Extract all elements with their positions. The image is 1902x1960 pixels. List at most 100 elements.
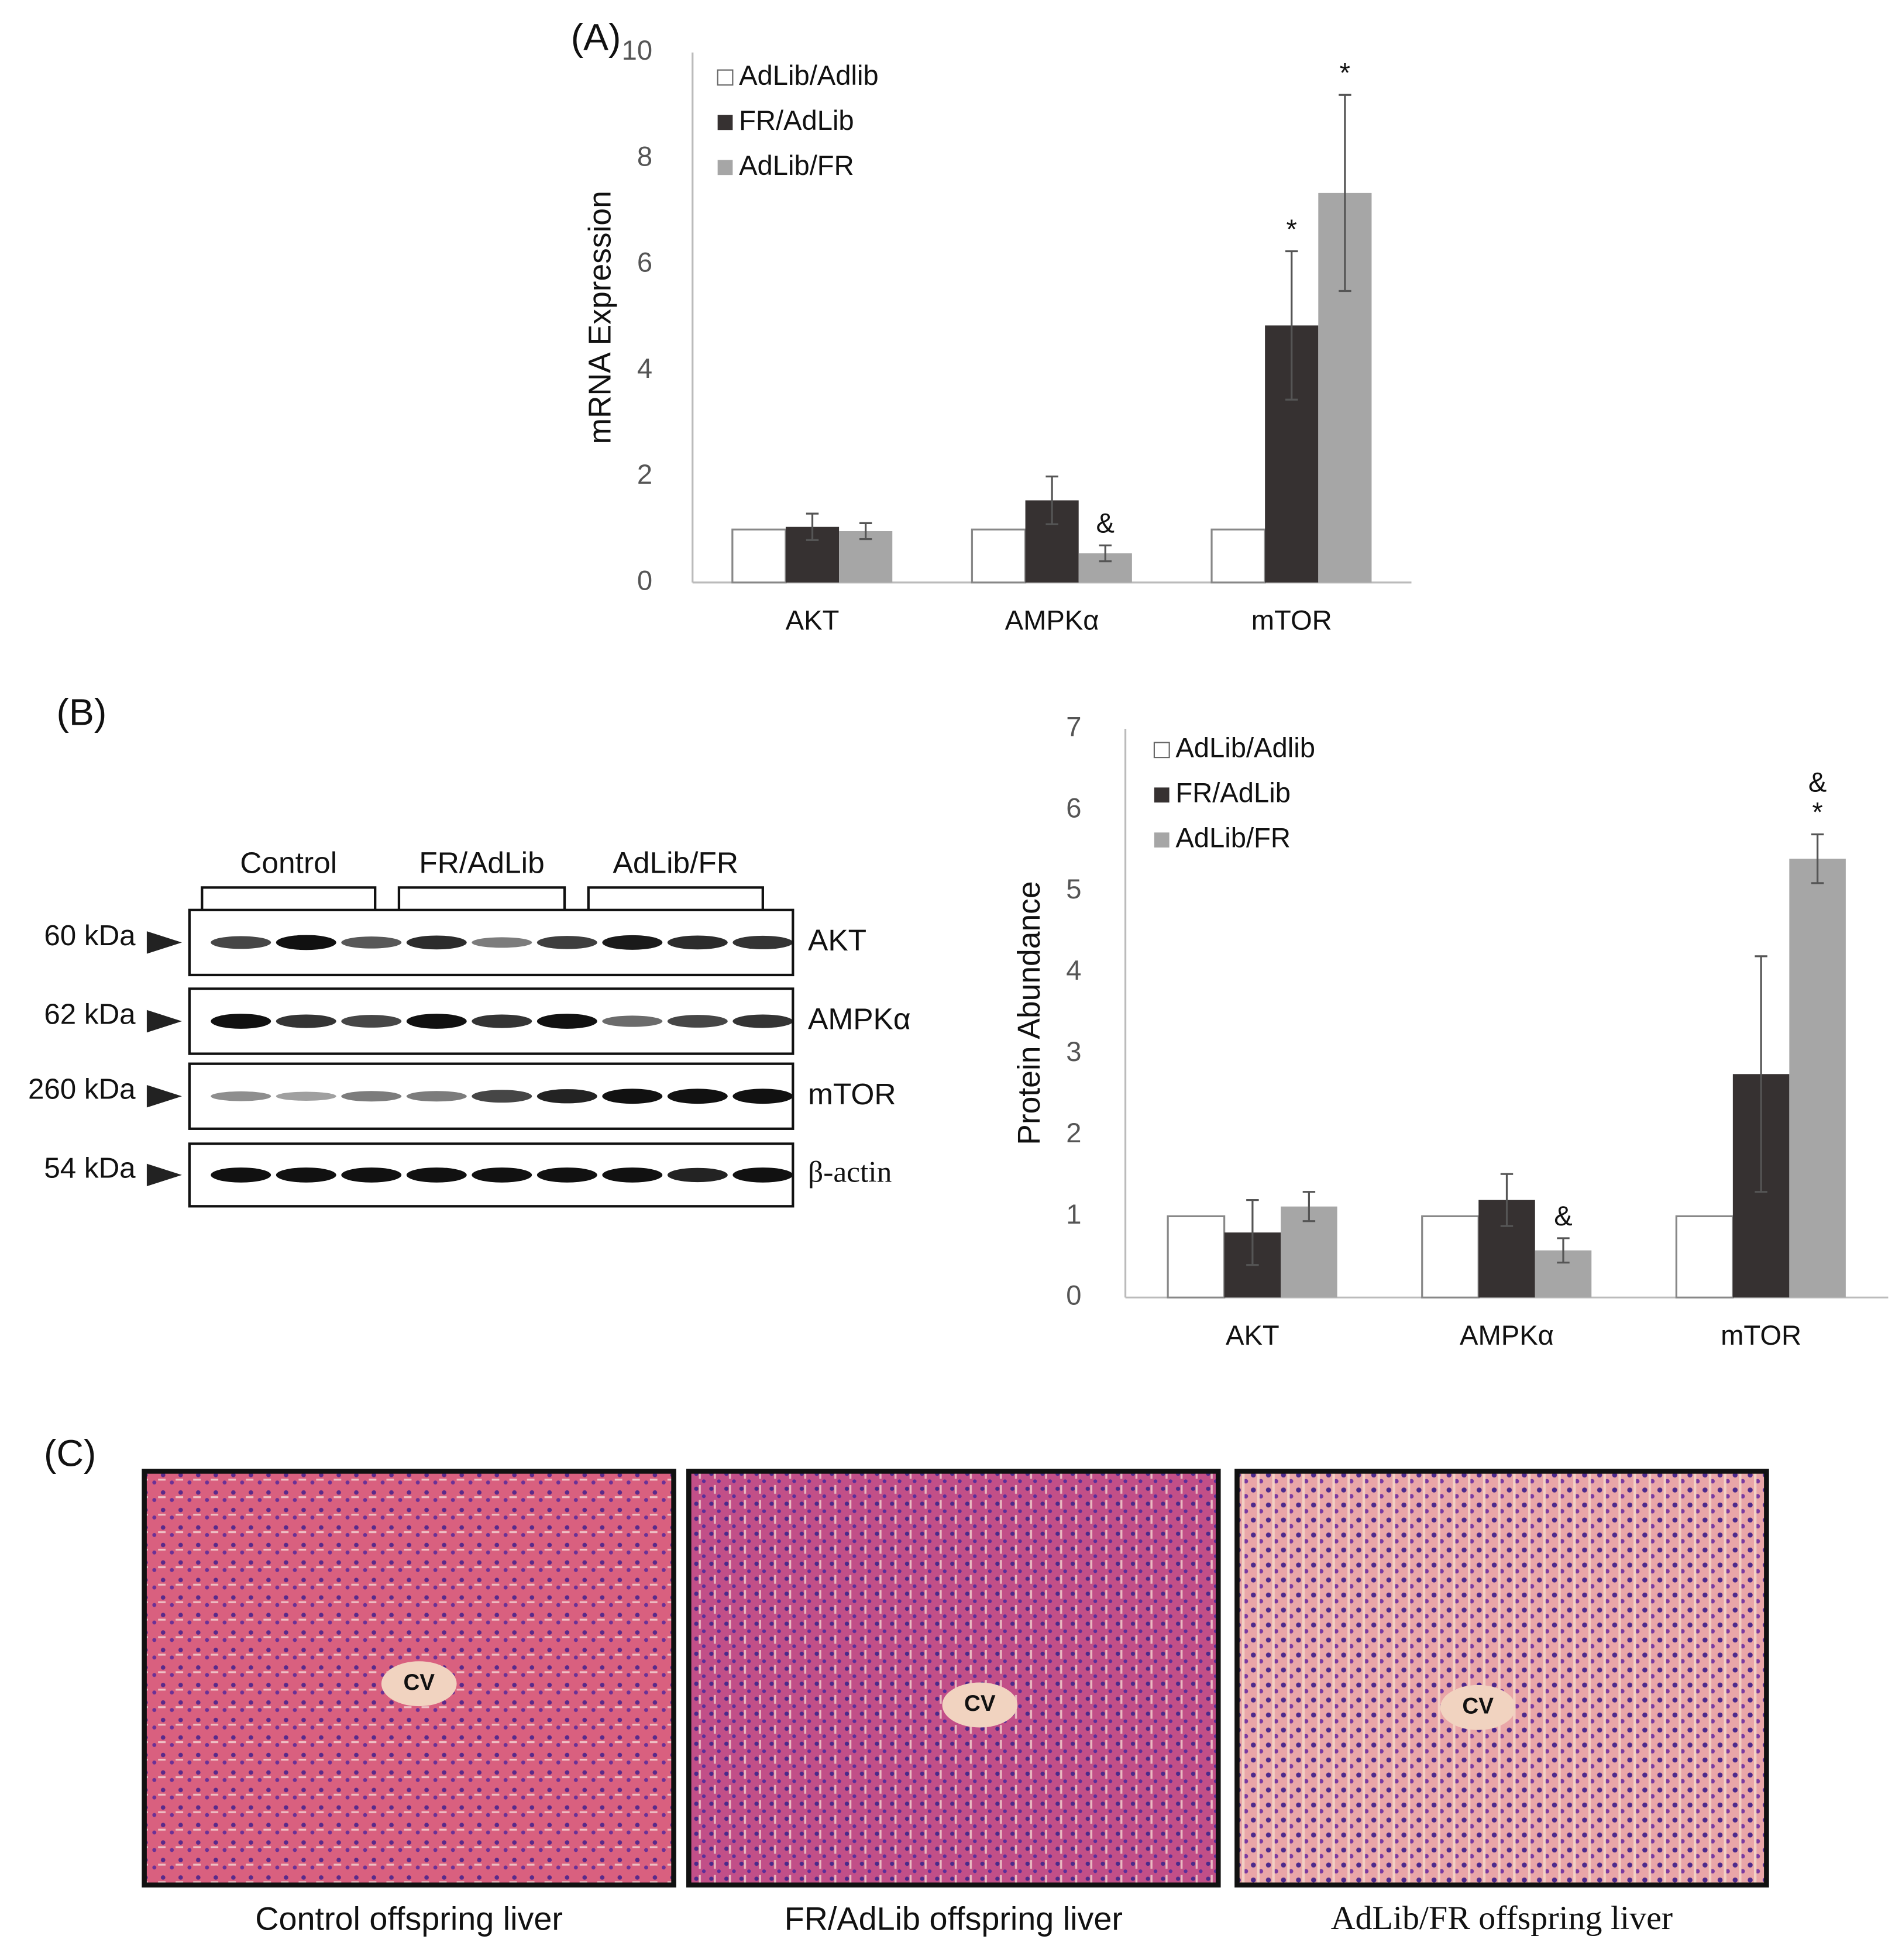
band (667, 935, 728, 950)
legend-swatch (1154, 787, 1170, 803)
band (667, 1088, 728, 1104)
central-vein (381, 1661, 457, 1707)
annotation: & (1554, 1200, 1572, 1231)
legend-label: AdLib/Adlib (739, 60, 879, 91)
legend-swatch (717, 160, 733, 175)
bar (1789, 859, 1846, 1298)
band (602, 935, 663, 950)
caption: FR/AdLib offspring liver (785, 1901, 1123, 1937)
marker-arrow (146, 1010, 182, 1033)
x-tick-label: AKT (786, 605, 840, 636)
marker-label: 54 kDa (44, 1152, 136, 1184)
marker-label: 60 kDa (44, 919, 136, 952)
band (406, 1167, 467, 1183)
central-vein (942, 1682, 1018, 1728)
error-bar (1246, 1199, 1259, 1266)
bar (971, 528, 1027, 584)
y-tick-label: 7 (1066, 711, 1081, 742)
band (276, 1167, 336, 1183)
band (406, 1014, 467, 1029)
band (406, 935, 467, 950)
error-bar (1811, 833, 1824, 884)
group-label: Control (240, 846, 337, 880)
group-label: FR/AdLib (419, 846, 544, 880)
band (211, 1091, 271, 1101)
band (732, 935, 793, 949)
bar (731, 528, 787, 584)
annotation: * (1287, 213, 1297, 244)
group-bracket (587, 886, 764, 910)
marker-label: 260 kDa (28, 1073, 136, 1105)
y-tick-label: 8 (637, 140, 652, 171)
y-tick-label: 10 (622, 35, 652, 66)
x-tick-label: mTOR (1251, 605, 1332, 636)
x-tick-label: mTOR (1721, 1320, 1801, 1351)
group-label: AdLib/FR (613, 846, 738, 880)
annotation: * (1340, 57, 1350, 88)
vein-label: CV (1462, 1694, 1494, 1719)
protein-label: mTOR (808, 1077, 896, 1111)
band (536, 936, 597, 949)
band (667, 1015, 728, 1028)
band (602, 1167, 663, 1183)
y-tick-label: 4 (637, 353, 652, 384)
panel-label: (A) (571, 16, 621, 58)
legend-label: AdLib/Adlib (1175, 732, 1315, 763)
band (602, 1015, 663, 1027)
band (341, 1167, 402, 1183)
band (536, 1089, 597, 1104)
bar (1675, 1215, 1734, 1298)
error-bar (1302, 1191, 1316, 1222)
band (276, 1014, 336, 1028)
central-vein (1440, 1685, 1516, 1730)
bar (1421, 1215, 1480, 1298)
group-bracket (397, 886, 566, 910)
band (211, 1014, 271, 1029)
band (276, 1091, 336, 1101)
x-tick-label: AKT (1226, 1320, 1280, 1351)
y-tick-label: 3 (1066, 1036, 1081, 1067)
legend-swatch (1154, 832, 1170, 848)
vein-label: CV (403, 1670, 435, 1695)
error-bar (1045, 476, 1058, 525)
y-tick-label: 0 (1066, 1280, 1081, 1311)
micrograph (1234, 1469, 1769, 1888)
band (732, 1088, 793, 1104)
y-tick-label: 6 (637, 247, 652, 278)
bar (1210, 528, 1266, 584)
y-tick-label: 0 (637, 564, 652, 595)
protein-label: β-actin (808, 1156, 892, 1189)
legend-label: FR/AdLib (739, 105, 854, 136)
band (732, 1167, 793, 1183)
error-bar (1557, 1237, 1570, 1264)
panel-label: (C) (44, 1432, 96, 1475)
protein-label: AKT (808, 923, 866, 957)
band (276, 935, 336, 950)
error-bar (1339, 94, 1351, 292)
band (472, 1014, 532, 1028)
marker-label: 62 kDa (44, 998, 136, 1031)
band (667, 1167, 728, 1183)
legend-swatch (717, 69, 734, 86)
band (536, 1014, 597, 1029)
band (602, 1088, 663, 1104)
band (472, 937, 532, 948)
band (536, 1167, 597, 1183)
error-bar (1285, 250, 1298, 401)
y-tick-label: 2 (1066, 1117, 1081, 1148)
band (472, 1167, 532, 1183)
error-bar (1500, 1173, 1514, 1227)
marker-arrow (146, 931, 182, 954)
band (341, 1091, 402, 1102)
y-tick-label: 2 (637, 459, 652, 490)
x-tick-label: AMPKα (1005, 605, 1099, 636)
band (732, 1014, 793, 1028)
y-tick-label: 4 (1066, 955, 1081, 986)
legend-label: FR/AdLib (1175, 777, 1291, 808)
band (211, 1167, 271, 1183)
y-tick-label: 5 (1066, 873, 1081, 904)
y-axis-label: Protein Abundance (1012, 881, 1047, 1145)
caption: Control offspring liver (255, 1901, 563, 1937)
annotation: & (1096, 508, 1115, 539)
